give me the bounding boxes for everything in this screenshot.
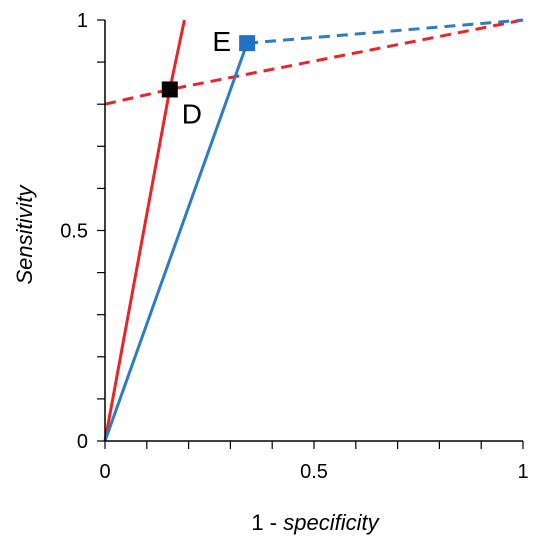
x-axis-label: 1 - specificity bbox=[251, 510, 380, 535]
series-line-e-dashed bbox=[246, 18, 524, 45]
point-label-d: D bbox=[182, 98, 202, 129]
y-tick-label: 0.5 bbox=[60, 221, 88, 243]
series-line-d-dashed bbox=[104, 18, 524, 106]
axis-ticks bbox=[97, 19, 524, 449]
point-labels: DE bbox=[182, 26, 231, 129]
axis-tick-labels: 0 0.5 1 0 0.5 1 bbox=[60, 10, 528, 483]
x-axis-label-prefix: 1 - bbox=[251, 510, 283, 535]
point-marker-e bbox=[239, 35, 256, 52]
y-tick-label: 1 bbox=[77, 10, 88, 32]
point-markers bbox=[161, 35, 256, 98]
series-line-e-solid bbox=[103, 42, 249, 442]
x-axis-label-emphasis: specificity bbox=[283, 510, 380, 535]
y-tick-label: 0 bbox=[77, 431, 88, 453]
x-tick-label: 1 bbox=[517, 461, 528, 483]
x-tick-label: 0.5 bbox=[300, 461, 328, 483]
x-tick-label: 0 bbox=[99, 461, 110, 483]
y-axis-label: Sensitivity bbox=[12, 183, 37, 284]
point-marker-d bbox=[161, 81, 178, 98]
point-label-e: E bbox=[212, 26, 231, 57]
